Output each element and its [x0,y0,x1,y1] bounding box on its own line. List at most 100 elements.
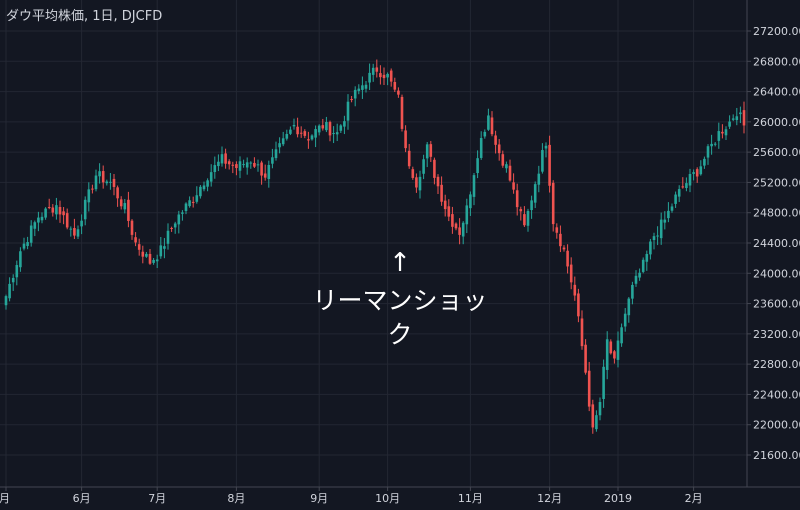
candle-body [681,186,685,188]
candle-body [253,162,256,167]
candle [512,173,515,194]
candle-body [613,351,616,359]
candle-body [292,124,296,127]
candle-body [58,207,62,215]
price-tick-label: 26400.00 [753,86,800,99]
candle [487,108,490,131]
candle [289,126,292,136]
candle-body [4,296,8,306]
candle [501,150,505,168]
price-tick-label: 22000.00 [753,419,800,432]
candle [321,118,325,131]
candle-body [155,259,159,262]
candle-body [663,219,667,223]
candle-body [598,402,602,416]
candle-body [541,150,544,172]
candle-body [242,164,245,166]
candle [469,191,472,216]
candle [80,214,83,235]
candle [19,247,22,272]
candle [537,165,541,193]
candle-body [19,251,22,268]
candle-body [641,259,645,272]
candle-body [123,203,127,210]
candle-body [717,131,721,141]
candle [166,223,170,250]
candle [260,160,263,185]
candle [368,63,371,90]
candle [249,161,253,169]
candle [364,80,368,93]
candle-body [152,259,155,263]
candle [739,106,742,124]
candle [490,111,494,137]
candle-body [659,219,663,239]
candle-body [713,143,717,145]
candle [659,212,663,245]
candle-body [263,173,267,178]
candle [407,143,411,169]
candle-body [731,118,735,120]
candle [670,203,674,213]
candle-body [688,174,692,186]
candle [476,150,479,179]
candle [361,76,364,99]
candle [343,115,346,135]
candle-body [497,144,501,154]
candle-body [623,313,627,327]
candle [271,148,274,169]
candle-body [674,194,677,204]
candle-body [425,144,429,159]
price-tick-label: 24000.00 [753,267,800,280]
candle-body [386,73,389,78]
candle [245,157,249,175]
time-axis: 月 6月 7月 8月 9月 10月 11月 12月 2019 2月 [0,487,703,505]
candle-body [325,122,328,131]
candle-body [559,233,562,247]
candle-body [699,166,703,175]
price-tick-label: 24400.00 [753,237,800,250]
candle [425,141,429,168]
candle [638,268,641,281]
candle-body [245,162,249,168]
candle [227,159,231,170]
candle-body [371,67,375,75]
candle-body [544,145,548,149]
candle [317,124,321,136]
candle-body [735,116,739,121]
candle-body [55,205,58,215]
candle [404,125,407,153]
candle-body [479,138,483,158]
candle [339,124,343,133]
price-tick-label: 23600.00 [753,298,800,311]
candle [379,65,382,85]
candle [33,220,37,237]
candle-body [494,135,497,145]
candle-body [321,125,325,129]
candle [353,86,357,107]
candle [375,59,379,78]
candle-body [364,84,368,89]
candle-body [47,206,51,208]
candle [184,202,188,215]
candle [206,178,209,192]
candle [47,198,51,210]
candle-body [267,165,271,179]
candle-body [526,211,530,226]
candle-layer [4,59,746,434]
candle-body [289,129,292,134]
candle-body [587,370,591,407]
candle [735,107,739,126]
candle [58,200,62,223]
candle [706,144,710,165]
candle-body [461,222,465,237]
candle-body [562,247,566,250]
candle [645,250,649,271]
candle [37,211,40,232]
candle-body [519,209,523,212]
candle-body [15,265,19,278]
candle [91,184,94,194]
candle-body [181,212,184,214]
candle-body [375,67,379,72]
candle [717,122,721,149]
